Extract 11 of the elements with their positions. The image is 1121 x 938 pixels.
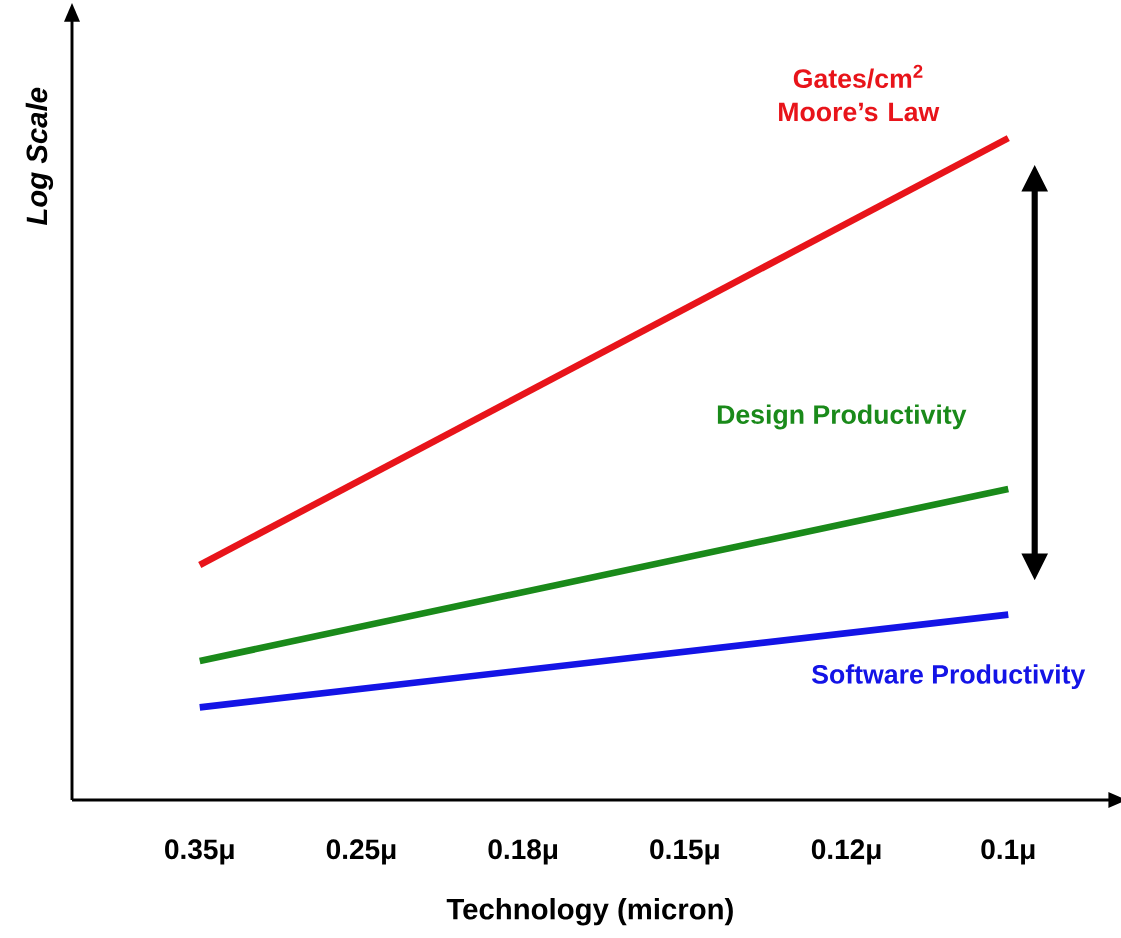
x-tick-label: 0.18μ xyxy=(488,839,558,865)
x-axis-title: Technology (micron) xyxy=(446,898,733,926)
x-tick-label: 0.35μ xyxy=(165,839,234,865)
text: Gates/cm$^{2}$ Moore’s Law xyxy=(779,64,940,122)
x-tick-label: 0.1μ xyxy=(981,839,1035,865)
series-label: Software Productivity xyxy=(811,664,1086,690)
x-tick-label: 0.15μ xyxy=(650,839,719,865)
x-tick-label: 0.12μ xyxy=(811,839,881,865)
text: Design Productivity xyxy=(717,404,967,430)
x-tick-label: 0.25μ xyxy=(326,839,396,865)
y-axis-title: Log Scale xyxy=(25,87,54,226)
